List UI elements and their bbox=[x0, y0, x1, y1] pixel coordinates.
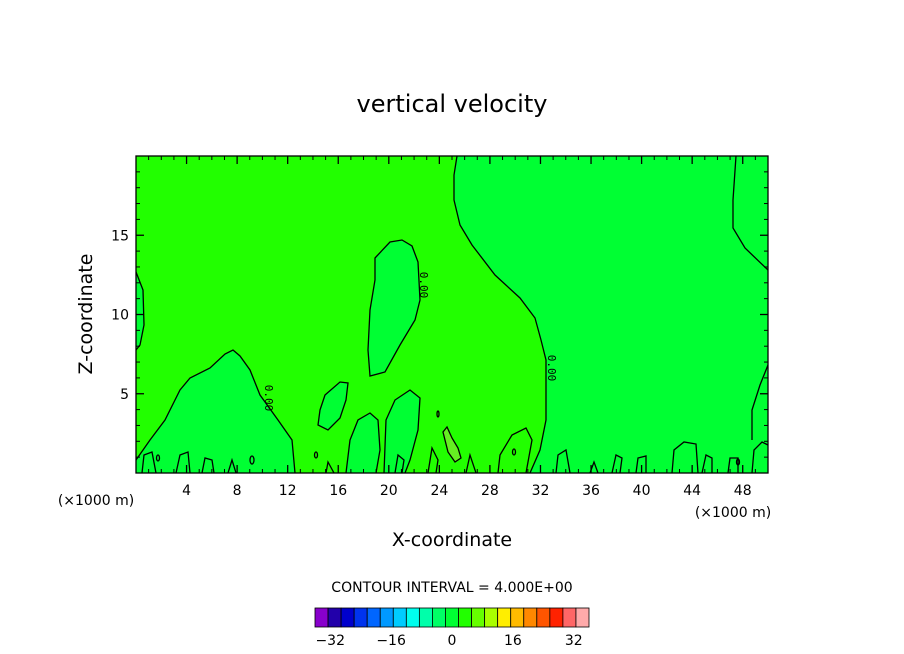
contour-line-27 bbox=[394, 453, 405, 473]
y-axis: 5 10 15 bbox=[111, 171, 768, 458]
contour-line-22 bbox=[227, 457, 237, 473]
contour-line-15 bbox=[611, 454, 623, 473]
colorbar-swatch bbox=[497, 607, 512, 628]
colorbar-swatch bbox=[562, 607, 577, 628]
contour-line-2 bbox=[732, 156, 768, 271]
contour-line-11 bbox=[751, 364, 768, 440]
contour-line-6 bbox=[317, 381, 349, 431]
contour-label-2: 0.00 bbox=[545, 355, 558, 382]
contour-line-13 bbox=[497, 427, 533, 473]
colorbar-tick-label: 32 bbox=[565, 633, 583, 649]
contour-labels: 0.00 0.00 0.00 bbox=[262, 272, 558, 412]
x-tick-label: 8 bbox=[233, 483, 242, 499]
colorbar-swatch bbox=[575, 607, 590, 628]
x-tick-label: 32 bbox=[532, 483, 550, 499]
contour-line-10 bbox=[751, 441, 768, 473]
plot-area: 0.00 0.00 0.00 bbox=[136, 156, 768, 473]
x-tick-label: 24 bbox=[430, 483, 448, 499]
y-tick-label: 15 bbox=[111, 228, 129, 244]
colorbar-swatch bbox=[445, 607, 459, 628]
contour-dot-4 bbox=[155, 454, 161, 462]
contour-dot-1 bbox=[249, 455, 255, 465]
colorbar-swatch bbox=[471, 607, 486, 628]
colorbar: −32 −16 0 16 32 bbox=[314, 607, 590, 649]
colorbar-swatch bbox=[418, 607, 433, 628]
zone-blob-lower-b bbox=[384, 390, 420, 473]
colorbar-swatch bbox=[484, 607, 499, 628]
zone-corner-right bbox=[752, 442, 768, 473]
contour-dot-5 bbox=[735, 458, 741, 466]
colorbar-tick-label: 0 bbox=[448, 633, 457, 649]
colorbar-swatch bbox=[340, 607, 355, 628]
x-tick-label: 48 bbox=[734, 483, 752, 499]
contour-line-14 bbox=[555, 448, 571, 473]
contour-line-3 bbox=[136, 349, 296, 473]
contour-line-12 bbox=[442, 425, 462, 463]
contour-dot-3 bbox=[511, 448, 517, 456]
zone-blob-mid bbox=[318, 382, 348, 430]
contour-line-23 bbox=[427, 445, 439, 473]
zone-left-hill bbox=[136, 350, 295, 473]
contour-dot-2 bbox=[313, 451, 319, 459]
positive-zones bbox=[136, 156, 768, 473]
contour-line-5 bbox=[367, 239, 421, 377]
contour-line-20 bbox=[175, 451, 191, 473]
colorbar-swatch bbox=[536, 607, 551, 628]
colorbar-swatch bbox=[458, 607, 472, 628]
x-tick-label: 20 bbox=[380, 483, 398, 499]
colorbar-swatch bbox=[523, 607, 538, 628]
colorbar-swatch bbox=[379, 607, 394, 628]
x-tick-label: 40 bbox=[633, 483, 651, 499]
x-axis: 4 8 12 16 20 24 28 32 36 40 44 48 bbox=[148, 156, 756, 499]
x-tick-label: 16 bbox=[329, 483, 347, 499]
colorbar-swatch bbox=[327, 607, 342, 628]
contour-line-26 bbox=[325, 460, 335, 473]
chart-title: vertical velocity bbox=[357, 90, 548, 118]
colorbar-tick-label: −16 bbox=[376, 633, 406, 649]
contour-line-16 bbox=[635, 455, 647, 473]
zone-bottom-right-bump bbox=[672, 442, 698, 473]
contour-interval-text: CONTOUR INTERVAL = 4.000E+00 bbox=[331, 580, 572, 596]
x-axis-label: X-coordinate bbox=[392, 529, 512, 551]
x-tick-label: 4 bbox=[182, 483, 191, 499]
zone-right-wedge bbox=[454, 156, 768, 473]
y-axis-label: Z-coordinate bbox=[75, 254, 97, 375]
contour-line-17 bbox=[701, 454, 713, 473]
x-tick-label: 12 bbox=[279, 483, 297, 499]
colorbar-swatch bbox=[392, 607, 407, 628]
y-tick-label: 10 bbox=[111, 308, 129, 324]
contour-line-24 bbox=[465, 452, 477, 473]
colorbar-swatch bbox=[353, 607, 368, 628]
zone-blob-lower-a bbox=[346, 413, 380, 473]
contour-line-9 bbox=[671, 441, 699, 473]
x-unit-label-right: (×1000 m) bbox=[695, 505, 771, 521]
colorbar-swatch bbox=[405, 607, 420, 628]
y-tick-label: 5 bbox=[120, 387, 129, 403]
contour-label-3: 0.00 bbox=[262, 385, 275, 412]
zone-blob-upper bbox=[368, 240, 420, 376]
colorbar-swatch bbox=[510, 607, 525, 628]
contour-lines bbox=[136, 156, 768, 473]
colorbar-swatch bbox=[366, 607, 381, 628]
contour-line-19 bbox=[141, 451, 157, 473]
colorbar-swatch bbox=[432, 607, 446, 628]
contour-line-8 bbox=[383, 389, 421, 473]
colorbar-tick-label: 16 bbox=[504, 633, 522, 649]
contour-label-1: 0.00 bbox=[417, 272, 430, 299]
colorbar-tick-label: −32 bbox=[315, 633, 345, 649]
x-tick-label: 28 bbox=[481, 483, 499, 499]
x-unit-label-left: (×1000 m) bbox=[58, 493, 134, 509]
colorbar-swatch bbox=[549, 607, 564, 628]
contour-line-21 bbox=[201, 457, 215, 473]
x-tick-label: 44 bbox=[683, 483, 701, 499]
colorbar-swatch bbox=[314, 607, 329, 628]
contour-line-7 bbox=[345, 412, 381, 473]
field-patch bbox=[443, 427, 461, 462]
x-tick-label: 36 bbox=[582, 483, 600, 499]
contour-dot-6 bbox=[436, 410, 440, 418]
contour-line-1 bbox=[453, 156, 547, 473]
